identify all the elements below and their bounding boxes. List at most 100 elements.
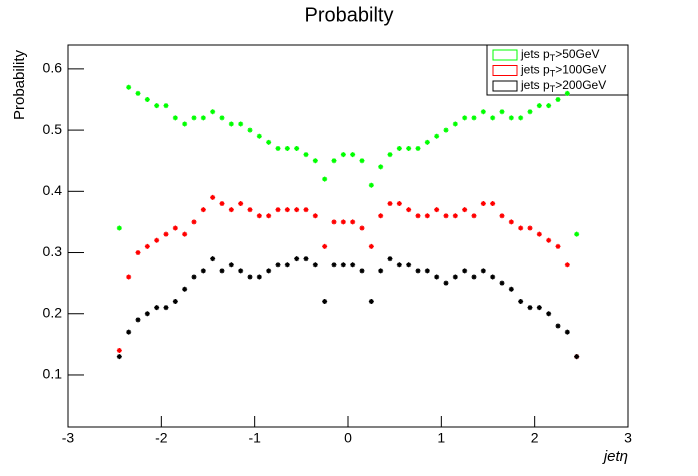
marker bbox=[135, 250, 141, 256]
marker bbox=[480, 268, 486, 274]
marker bbox=[116, 225, 122, 231]
marker bbox=[331, 158, 337, 164]
marker bbox=[210, 194, 216, 200]
marker bbox=[368, 182, 374, 188]
marker bbox=[266, 213, 272, 219]
marker bbox=[546, 103, 552, 109]
marker bbox=[340, 152, 346, 158]
marker bbox=[228, 207, 234, 213]
y-tick-label: 0.4 bbox=[43, 182, 63, 198]
marker bbox=[303, 256, 309, 262]
marker bbox=[480, 109, 486, 115]
marker bbox=[219, 115, 225, 121]
marker bbox=[536, 305, 542, 311]
y-tick-label: 0.1 bbox=[43, 366, 63, 382]
marker bbox=[210, 256, 216, 262]
legend-text: jets p bbox=[520, 78, 550, 92]
marker bbox=[527, 305, 533, 311]
marker bbox=[238, 268, 244, 274]
marker bbox=[238, 201, 244, 207]
marker bbox=[126, 329, 132, 335]
marker bbox=[434, 274, 440, 280]
marker bbox=[200, 268, 206, 274]
marker bbox=[359, 158, 365, 164]
legend-label: jets pT>200GeV bbox=[520, 78, 606, 94]
marker bbox=[536, 231, 542, 237]
marker bbox=[284, 262, 290, 268]
marker bbox=[368, 299, 374, 305]
marker bbox=[406, 145, 412, 151]
marker bbox=[266, 139, 272, 145]
marker bbox=[350, 262, 356, 268]
marker bbox=[312, 213, 318, 219]
legend-swatch bbox=[492, 80, 518, 92]
marker bbox=[462, 207, 468, 213]
marker bbox=[555, 323, 561, 329]
marker bbox=[340, 262, 346, 268]
y-tick-label: 0.6 bbox=[43, 60, 63, 76]
marker bbox=[387, 152, 393, 158]
marker bbox=[256, 213, 262, 219]
marker bbox=[462, 268, 468, 274]
marker bbox=[434, 207, 440, 213]
marker bbox=[471, 274, 477, 280]
marker bbox=[238, 121, 244, 127]
marker bbox=[163, 231, 169, 237]
marker bbox=[415, 268, 421, 274]
marker bbox=[322, 243, 328, 249]
plot-frame bbox=[67, 44, 629, 428]
marker bbox=[228, 262, 234, 268]
marker bbox=[126, 274, 132, 280]
legend-label: jets pT>100GeV bbox=[520, 63, 606, 79]
marker bbox=[564, 262, 570, 268]
legend-text: >100GeV bbox=[555, 63, 606, 77]
marker bbox=[359, 268, 365, 274]
marker bbox=[182, 121, 188, 127]
marker bbox=[266, 268, 272, 274]
marker bbox=[200, 115, 206, 121]
marker bbox=[415, 213, 421, 219]
marker bbox=[154, 103, 160, 109]
legend-swatch bbox=[492, 65, 518, 76]
x-tick-label: 3 bbox=[624, 430, 632, 446]
marker bbox=[182, 286, 188, 292]
marker bbox=[126, 84, 132, 90]
marker bbox=[163, 103, 169, 109]
marker bbox=[396, 145, 402, 151]
marker bbox=[163, 305, 169, 311]
marker bbox=[312, 158, 318, 164]
marker bbox=[275, 262, 281, 268]
marker bbox=[480, 201, 486, 207]
marker bbox=[462, 115, 468, 121]
x-tick-label: 1 bbox=[437, 430, 445, 446]
marker bbox=[574, 231, 580, 237]
marker bbox=[527, 225, 533, 231]
marker bbox=[210, 109, 216, 115]
marker bbox=[247, 274, 253, 280]
marker bbox=[574, 354, 580, 360]
marker bbox=[499, 213, 505, 219]
marker bbox=[350, 219, 356, 225]
marker bbox=[518, 115, 524, 121]
marker bbox=[144, 96, 150, 102]
marker bbox=[284, 207, 290, 213]
legend-swatch bbox=[492, 49, 518, 61]
marker bbox=[387, 256, 393, 262]
y-axis-label: Probability bbox=[11, 49, 28, 120]
marker bbox=[247, 127, 253, 133]
marker bbox=[564, 90, 570, 96]
marker bbox=[340, 219, 346, 225]
marker bbox=[219, 268, 225, 274]
marker bbox=[331, 262, 337, 268]
marker bbox=[387, 201, 393, 207]
marker bbox=[294, 207, 300, 213]
marker bbox=[452, 213, 458, 219]
marker bbox=[396, 201, 402, 207]
marker bbox=[191, 219, 197, 225]
marker bbox=[256, 133, 262, 139]
marker bbox=[555, 96, 561, 102]
marker bbox=[172, 115, 178, 121]
marker bbox=[499, 280, 505, 286]
y-tick-label: 0.2 bbox=[43, 304, 63, 320]
